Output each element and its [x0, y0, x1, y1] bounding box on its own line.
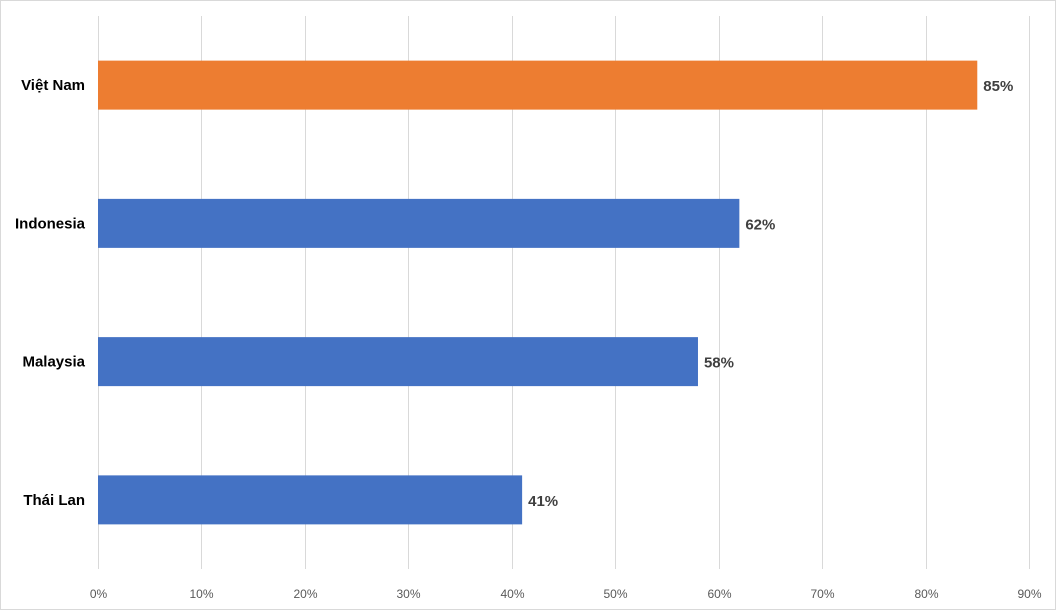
- x-tick-label: 0%: [90, 587, 108, 601]
- bars: [98, 60, 978, 525]
- x-tick-label: 40%: [500, 587, 524, 601]
- bar: [98, 60, 978, 110]
- data-label: 85%: [983, 78, 1013, 95]
- x-tick-label: 20%: [293, 587, 317, 601]
- x-tick-label: 70%: [810, 587, 834, 601]
- bar: [98, 198, 740, 248]
- data-label: 41%: [528, 493, 558, 510]
- x-tick-label: 80%: [914, 587, 938, 601]
- labels: 0% 10% 20% 30% 40% 50% 60% 70% 80% 90% Việt Nam 85%…: [15, 77, 1042, 601]
- category-label: Indonesia: [15, 215, 86, 232]
- category-label: Việt Nam: [21, 77, 85, 94]
- bar: [98, 475, 523, 525]
- category-label: Thái Lan: [23, 492, 85, 509]
- bar: [98, 337, 698, 387]
- x-tick-label: 30%: [396, 587, 420, 601]
- data-label: 62%: [745, 216, 775, 233]
- category-label: Malaysia: [22, 354, 85, 371]
- data-label: 58%: [704, 355, 734, 372]
- x-tick-label: 60%: [707, 587, 731, 601]
- x-tick-label: 10%: [189, 587, 213, 601]
- x-tick-label: 50%: [603, 587, 627, 601]
- x-tick-label: 90%: [1017, 587, 1041, 601]
